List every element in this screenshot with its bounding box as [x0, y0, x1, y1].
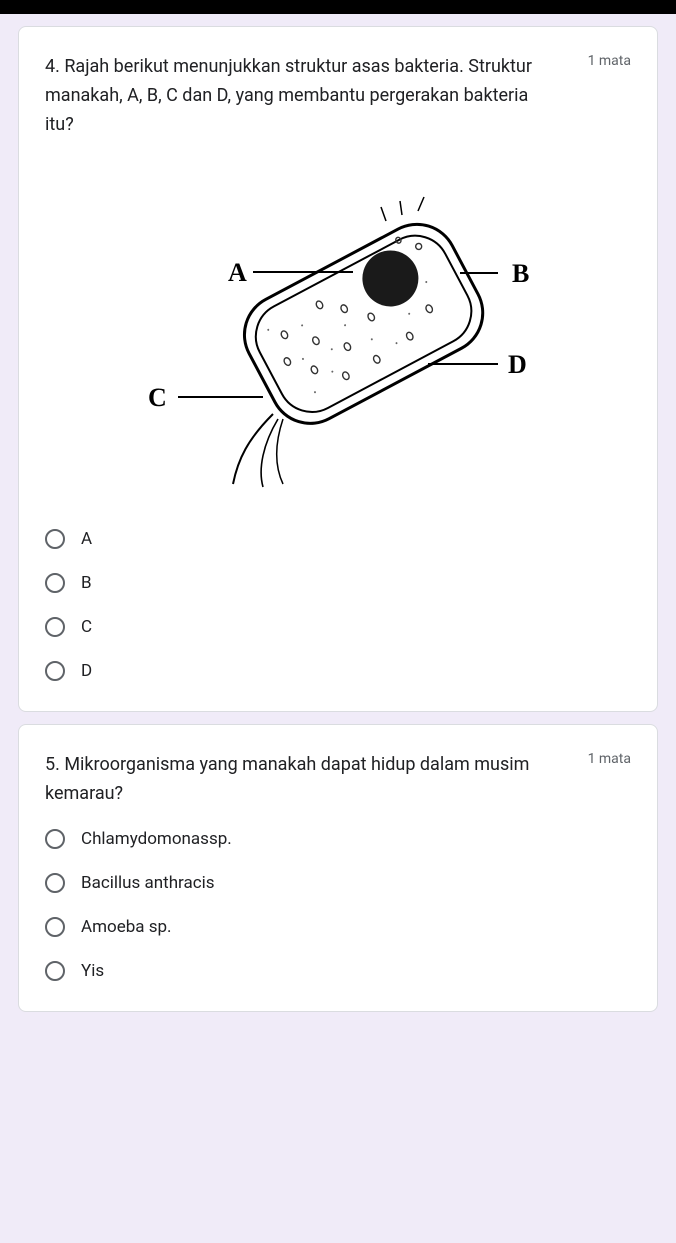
- option-label: Bacillus anthracis: [81, 873, 215, 893]
- option-label: Yis: [81, 961, 104, 981]
- radio-icon: [45, 661, 65, 681]
- points-label: 1 mata: [588, 751, 631, 767]
- option-c[interactable]: C: [45, 617, 631, 637]
- option-chlamydomonas[interactable]: Chlamydomonassp.: [45, 829, 631, 849]
- option-label: D: [81, 661, 92, 681]
- points-label: 1 mata: [588, 53, 631, 69]
- question-text: 5. Mikroorganisma yang manakah dapat hid…: [45, 751, 631, 809]
- diagram-label-d: D: [508, 350, 527, 379]
- diagram-label-b: B: [512, 259, 529, 288]
- bacteria-diagram: A B C D: [45, 169, 631, 489]
- option-b[interactable]: B: [45, 573, 631, 593]
- diagram-label-c: C: [148, 383, 167, 412]
- option-label: B: [81, 573, 92, 593]
- window-topbar: [0, 0, 676, 14]
- option-d[interactable]: D: [45, 661, 631, 681]
- diagram-label-a: A: [228, 258, 247, 287]
- radio-icon: [45, 829, 65, 849]
- option-label: Chlamydomonassp.: [81, 829, 232, 849]
- option-amoeba[interactable]: Amoeba sp.: [45, 917, 631, 937]
- option-label: Amoeba sp.: [81, 917, 172, 937]
- option-bacillus[interactable]: Bacillus anthracis: [45, 873, 631, 893]
- radio-icon: [45, 573, 65, 593]
- option-label: C: [81, 617, 92, 637]
- radio-icon: [45, 617, 65, 637]
- option-a[interactable]: A: [45, 529, 631, 549]
- question-text: 4. Rajah berikut menunjukkan struktur as…: [45, 53, 631, 139]
- option-yis[interactable]: Yis: [45, 961, 631, 981]
- options-group: Chlamydomonassp. Bacillus anthracis Amoe…: [45, 829, 631, 981]
- option-label: A: [81, 529, 92, 549]
- radio-icon: [45, 529, 65, 549]
- question-card-5: 1 mata 5. Mikroorganisma yang manakah da…: [18, 724, 658, 1012]
- radio-icon: [45, 961, 65, 981]
- radio-icon: [45, 873, 65, 893]
- radio-icon: [45, 917, 65, 937]
- options-group: A B C D: [45, 529, 631, 681]
- question-card-4: 1 mata 4. Rajah berikut menunjukkan stru…: [18, 26, 658, 712]
